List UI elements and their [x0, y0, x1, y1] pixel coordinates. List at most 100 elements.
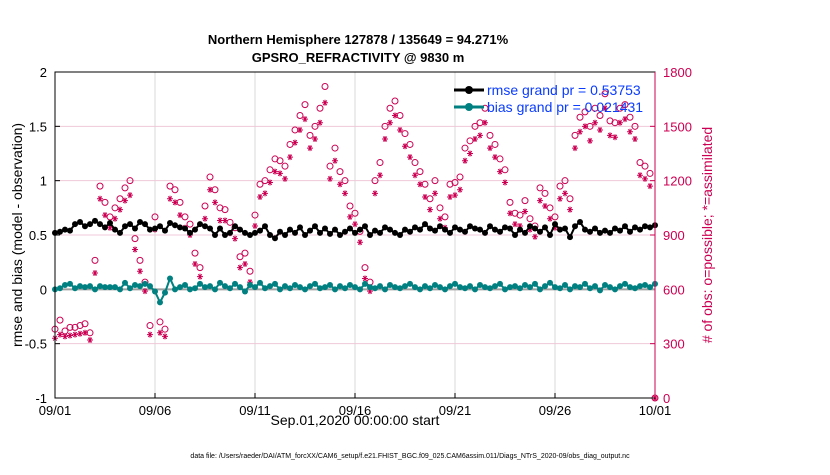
rmse-point	[442, 226, 448, 233]
x-tick-label: 09/21	[439, 403, 472, 418]
bias-point	[567, 286, 573, 293]
bias-point	[367, 284, 373, 291]
possible-obs-point	[506, 198, 514, 206]
assimilated-obs-point	[402, 143, 408, 150]
possible-obs-point	[106, 213, 114, 221]
y-axis-label: rmse and bias (model - observation)	[9, 123, 25, 347]
possible-obs-point	[266, 166, 274, 174]
possible-obs-point	[161, 325, 169, 333]
assimilated-obs-point	[517, 222, 523, 229]
bias-point	[432, 281, 438, 288]
rmse-point	[527, 223, 533, 230]
bias-point	[342, 285, 348, 292]
bias-point	[167, 275, 173, 282]
rmse-point	[67, 227, 73, 234]
bias-point	[452, 280, 458, 287]
bias-point	[502, 286, 508, 293]
possible-obs-point	[466, 137, 474, 145]
rmse-point	[217, 225, 223, 232]
possible-obs-point	[631, 122, 639, 130]
rmse-point	[257, 227, 263, 234]
assimilated-obs-point	[412, 172, 418, 179]
rmse-point	[392, 229, 398, 236]
possible-obs-point	[236, 253, 244, 261]
possible-obs-point	[296, 111, 304, 119]
possible-obs-point	[331, 144, 339, 152]
assimilated-obs-point	[137, 268, 143, 275]
rmse-point	[482, 229, 488, 236]
bias-point	[587, 285, 593, 292]
possible-obs-point	[401, 130, 409, 138]
rmse-point	[87, 221, 93, 228]
rmse-point	[417, 226, 423, 233]
rmse-point	[212, 232, 218, 238]
bias-point	[577, 284, 583, 291]
bias-point	[182, 281, 188, 288]
bias-point	[477, 281, 483, 288]
assimilated-obs-point	[377, 172, 383, 179]
bias-point	[317, 285, 323, 292]
possible-obs-point	[561, 177, 569, 185]
assimilated-obs-point	[57, 331, 63, 338]
rmse-point	[522, 229, 528, 236]
rmse-point	[642, 223, 648, 230]
assimilated-obs-point	[382, 136, 388, 143]
bias-point	[132, 281, 138, 288]
bias-point	[337, 283, 343, 290]
bias-point	[312, 280, 318, 287]
possible-obs-point	[116, 195, 124, 203]
bias-point	[87, 283, 93, 290]
bias-point	[532, 280, 538, 287]
possible-obs-point	[96, 182, 104, 190]
possible-obs-point	[101, 198, 109, 206]
possible-obs-point	[261, 177, 269, 185]
rmse-point	[502, 224, 508, 231]
possible-obs-point	[471, 122, 479, 130]
bias-point	[352, 284, 358, 291]
assimilated-obs-point	[142, 288, 148, 295]
assimilated-obs-point	[337, 181, 343, 188]
assimilated-obs-point	[92, 270, 98, 277]
assimilated-obs-point	[172, 199, 178, 206]
assimilated-obs-point	[502, 179, 508, 186]
rmse-point	[577, 218, 583, 225]
assimilated-obs-point	[572, 145, 578, 152]
rmse-point	[562, 225, 568, 232]
y-right-tick-label: 900	[663, 228, 685, 243]
bias-point	[497, 280, 503, 287]
bias-point	[247, 281, 253, 288]
possible-obs-point	[491, 140, 499, 148]
assimilated-obs-point	[647, 183, 653, 190]
possible-obs-point	[336, 168, 344, 176]
bias-point	[62, 281, 68, 288]
rmse-point	[452, 224, 458, 231]
rmse-point	[492, 226, 498, 233]
possible-obs-point	[621, 101, 629, 109]
rmse-point	[272, 235, 278, 242]
possible-obs-point	[596, 111, 604, 119]
assimilated-obs-point	[202, 215, 208, 222]
possible-obs-point	[386, 104, 394, 112]
rmse-point	[627, 228, 633, 235]
assimilated-obs-point	[122, 197, 128, 204]
assimilated-obs-point	[232, 235, 238, 242]
bias-point	[142, 280, 148, 287]
assimilated-obs-point	[352, 221, 358, 228]
possible-obs-point	[546, 204, 554, 212]
y-tick-label: 0	[40, 282, 47, 297]
legend-rmse-marker	[465, 86, 473, 94]
possible-obs-point	[226, 218, 234, 226]
possible-obs-point	[581, 108, 589, 116]
chart-title: Northern Hemisphere 127878 / 135649 = 94…	[208, 32, 509, 47]
assimilated-obs-point	[207, 186, 213, 193]
rmse-point	[432, 227, 438, 234]
assimilated-obs-point	[577, 128, 583, 135]
possible-obs-point	[301, 101, 309, 109]
rmse-point	[632, 224, 638, 231]
assimilated-obs-point	[212, 199, 218, 206]
assimilated-obs-point	[127, 192, 133, 199]
bias-point	[357, 286, 363, 293]
assimilated-obs-point	[592, 119, 598, 126]
bias-point	[277, 286, 283, 293]
assimilated-obs-point	[387, 119, 393, 126]
